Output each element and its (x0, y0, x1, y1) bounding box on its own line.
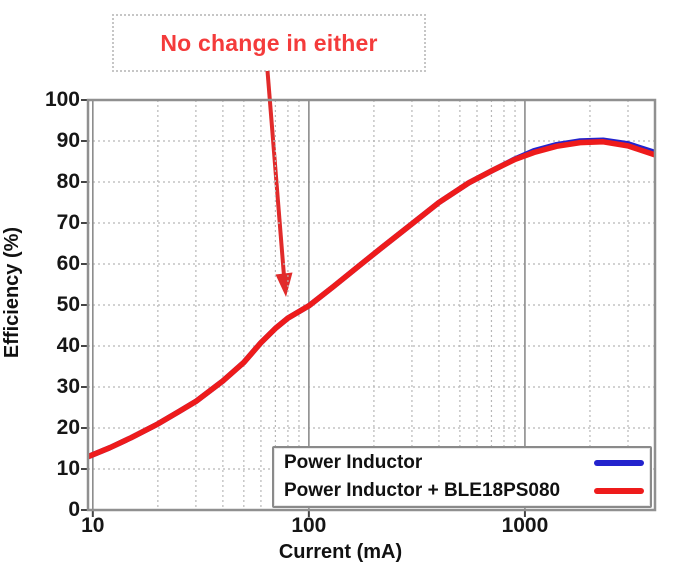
legend: Power Inductor Power Inductor + BLE18PS0… (272, 446, 652, 508)
y-tick-label: 40 (56, 334, 80, 357)
plot-canvas (81, 98, 657, 517)
series-curve-power-inductor (86, 137, 656, 460)
legend-swatch-blue-line (594, 460, 644, 466)
y-tick-label: 90 (56, 129, 80, 152)
x-axis-title: Current (mA) (278, 541, 403, 563)
x-tick-label: 1000 (501, 514, 549, 537)
y-tick-label: 100 (44, 88, 80, 111)
y-tick-label: 60 (56, 252, 80, 275)
y-tick-label: 20 (56, 416, 80, 439)
plot-area (81, 98, 657, 517)
legend-label-power-inductor-ble18ps080: Power Inductor + BLE18PS080 (284, 480, 561, 501)
annotation-box: No change in either (112, 14, 426, 72)
y-tick-label: 0 (68, 498, 80, 521)
legend-swatch-red-line (594, 488, 644, 494)
plot-border (86, 98, 657, 512)
y-tick-label: 30 (56, 375, 80, 398)
series-curve-power-inductor-ble18ps080 (86, 139, 656, 460)
y-tick-label: 80 (56, 170, 80, 193)
legend-row-power-inductor-ble18ps080: Power Inductor + BLE18PS080 (284, 478, 644, 504)
y-axis-title: Efficiency (%) (1, 226, 23, 359)
y-tick-label: 50 (56, 293, 80, 316)
x-tick-label: 10 (81, 514, 105, 537)
y-tick-label: 70 (56, 211, 80, 234)
annotation-text: No change in either (160, 29, 378, 56)
legend-row-power-inductor: Power Inductor (284, 450, 644, 476)
y-tick-label: 10 (56, 457, 80, 480)
legend-label-power-inductor: Power Inductor (284, 452, 423, 473)
x-tick-label: 100 (291, 514, 327, 537)
